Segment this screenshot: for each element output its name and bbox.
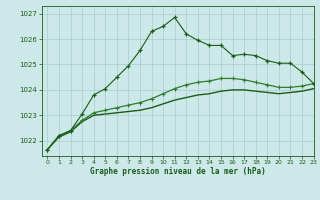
X-axis label: Graphe pression niveau de la mer (hPa): Graphe pression niveau de la mer (hPa)	[90, 167, 266, 176]
